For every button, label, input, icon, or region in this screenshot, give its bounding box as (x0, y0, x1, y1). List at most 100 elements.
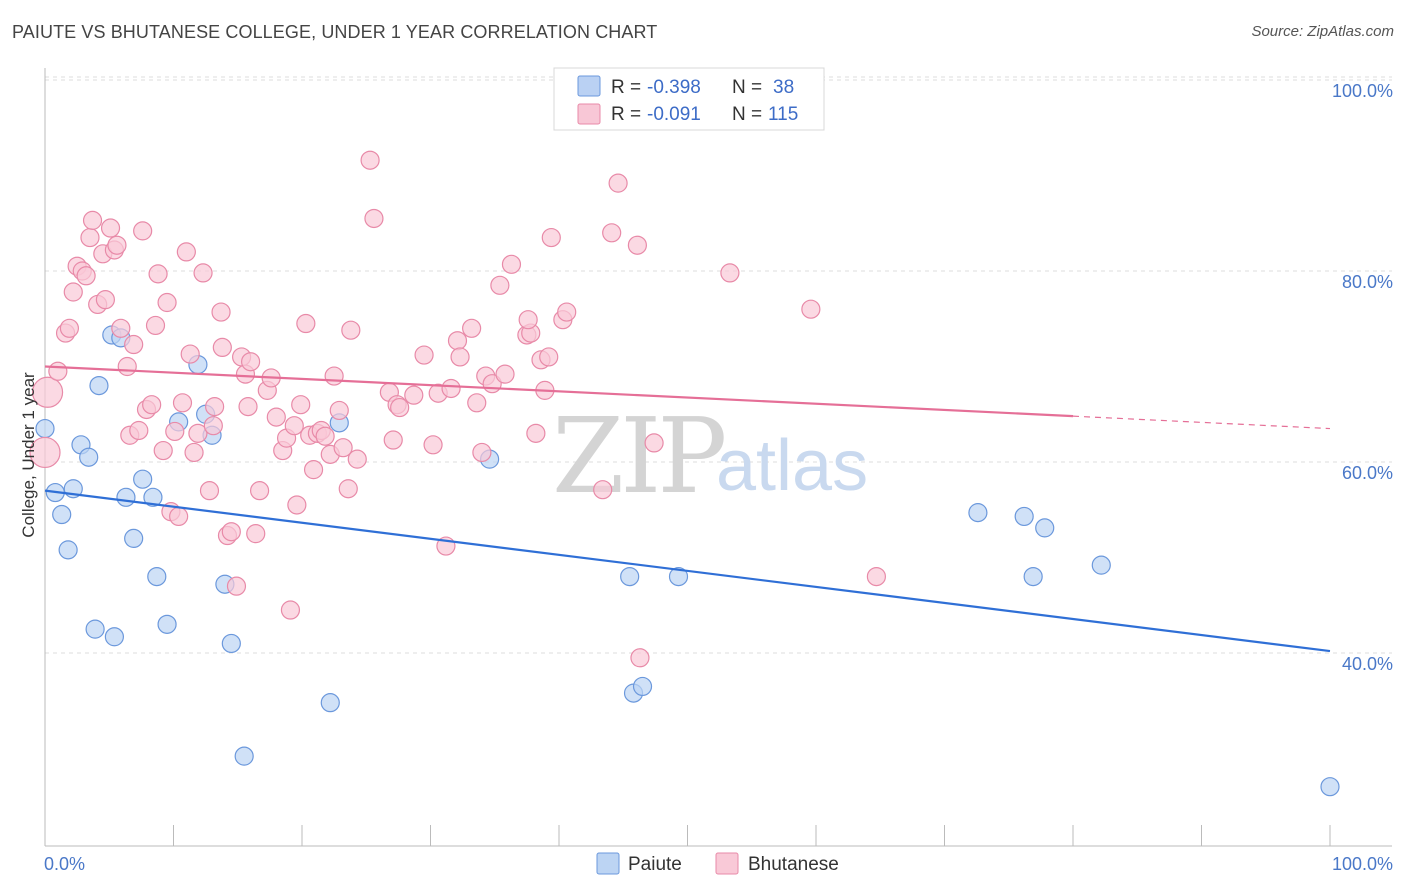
bhutanese-point-66 (315, 426, 335, 446)
paiute-point-36 (1091, 555, 1111, 575)
bhutanese-point-0 (31, 376, 64, 408)
paiute-point-33 (1014, 506, 1034, 527)
legend-n-label-bhutanese: N = (732, 104, 762, 125)
chart-title: PAIUTE VS BHUTANESE COLLEGE, UNDER 1 YEA… (12, 22, 658, 42)
bhutanese-point-21 (129, 420, 149, 441)
paiute-point-17 (157, 614, 177, 634)
bhutanese-point-13 (95, 290, 115, 310)
legend-r-label-paiute: R = (611, 77, 641, 98)
bhutanese-point-59 (287, 495, 307, 515)
paiute-point-13 (124, 528, 144, 549)
bhutanese-point-28 (157, 292, 177, 313)
bhutanese-point-95 (501, 254, 522, 274)
bhutanese-point-54 (266, 407, 286, 427)
paiute-point-30 (632, 676, 653, 697)
bhutanese-point-114 (866, 566, 886, 587)
paiute-point-15 (143, 487, 163, 507)
legend-n-label-paiute: N = (732, 77, 762, 98)
x-tick-label-max: 100.0% (1332, 854, 1393, 874)
paiute-point-28 (620, 566, 640, 587)
paiute-point-3 (58, 540, 78, 560)
bhutanese-point-87 (450, 347, 470, 367)
series-legend-swatch-paiute (596, 852, 620, 875)
bhutanese-point-99 (526, 423, 546, 443)
legend-n-value-paiute: 38 (773, 77, 794, 98)
data-points (29, 150, 1340, 797)
y-tick-label-40: 40.0% (1342, 654, 1393, 674)
paiute-point-14 (133, 469, 153, 489)
bhutanese-point-113 (801, 299, 821, 319)
bhutanese-point-9 (80, 227, 100, 248)
bhutanese-point-89 (467, 393, 487, 413)
watermark-zip: ZIP (552, 395, 724, 517)
bhutanese-point-49 (241, 352, 261, 372)
paiute-point-7 (85, 619, 105, 639)
bhutanese-point-86 (447, 331, 468, 351)
bhutanese-point-98 (518, 310, 538, 330)
paiute-point-24 (234, 746, 254, 766)
bhutanese-point-27 (153, 440, 173, 461)
bhutanese-point-32 (172, 393, 193, 413)
bhutanese-point-39 (203, 416, 223, 436)
paiute-point-23 (221, 633, 241, 654)
bhutanese-point-103 (541, 227, 561, 248)
bhutanese-point-22 (133, 221, 153, 241)
bhutanese-point-2 (48, 361, 68, 381)
paiute-point-35 (1023, 566, 1043, 587)
bhutanese-point-48 (238, 397, 258, 417)
legend-n-value-bhutanese: 115 (768, 104, 798, 125)
bhutanese-point-109 (627, 235, 647, 255)
paiute-trend-line (44, 489, 1331, 653)
bhutanese-point-112 (720, 263, 740, 283)
bhutanese-point-1 (29, 436, 61, 469)
paiute-point-25 (320, 693, 340, 713)
bhutanese-point-72 (341, 320, 361, 340)
paiute-point-2 (52, 504, 72, 525)
legend-swatch-paiute (577, 75, 601, 97)
bhutanese-point-24 (142, 395, 162, 415)
series-legend-label-paiute: Paiute (628, 854, 682, 875)
bhutanese-point-69 (329, 400, 349, 421)
bhutanese-point-63 (303, 460, 324, 480)
bhutanese-point-105 (557, 302, 577, 322)
y-tick-label-60: 60.0% (1342, 463, 1393, 483)
paiute-point-12 (116, 487, 136, 507)
y-axis-title: College, Under 1 year (19, 372, 38, 538)
bhutanese-point-85 (441, 378, 461, 399)
bhutanese-point-33 (176, 242, 196, 262)
bhutanese-point-40 (205, 397, 225, 417)
paiute-point-0 (35, 418, 55, 439)
legend-r-label-bhutanese: R = (611, 104, 641, 125)
bhutanese-point-68 (324, 366, 344, 386)
stats-legend: R = -0.398 N = 38 R = -0.091 N = 115 (553, 67, 825, 131)
bhutanese-point-77 (383, 430, 403, 450)
y-tick-label-80: 80.0% (1342, 272, 1393, 292)
paiute-point-8 (89, 376, 109, 396)
bhutanese-point-79 (390, 397, 410, 418)
legend-swatch-bhutanese (577, 103, 601, 125)
bhutanese-point-18 (117, 356, 137, 377)
bhutanese-point-44 (221, 522, 241, 542)
paiute-point-34 (1035, 518, 1055, 538)
bhutanese-point-82 (423, 435, 443, 455)
axes: 40.0% 60.0% 80.0% 100.0% 0.0% 100.0% (44, 68, 1393, 874)
bhutanese-point-74 (360, 150, 380, 170)
bhutanese-point-20 (124, 334, 144, 355)
bhutanese-point-38 (199, 481, 220, 501)
paiute-point-10 (104, 627, 124, 647)
bhutanese-point-42 (212, 337, 232, 357)
bhutanese-point-37 (193, 263, 213, 283)
bhutanese-point-30 (165, 421, 185, 442)
bhutanese-point-4 (59, 318, 80, 338)
bhutanese-trend-line-extension (1072, 415, 1331, 430)
bhutanese-point-107 (602, 223, 622, 243)
paiute-point-31 (668, 566, 689, 587)
legend-r-value-paiute: -0.398 (647, 77, 701, 98)
watermark: ZIP atlas (552, 395, 868, 517)
bhutanese-point-8 (76, 266, 96, 286)
bhutanese-point-90 (472, 442, 492, 463)
series-legend-swatch-bhutanese (715, 852, 739, 875)
bhutanese-point-31 (169, 506, 189, 527)
bhutanese-point-80 (404, 385, 424, 405)
